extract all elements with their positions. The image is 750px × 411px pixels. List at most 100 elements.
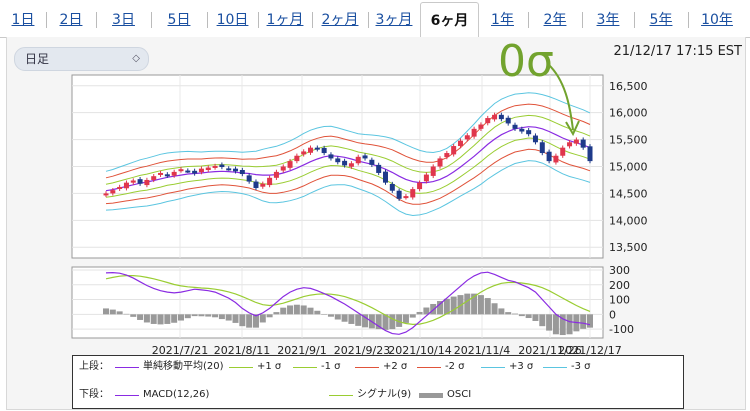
osci-bar	[362, 314, 369, 328]
candle-body	[389, 183, 395, 191]
tab-2[interactable]: 3日	[112, 12, 135, 28]
candle-body	[321, 147, 327, 154]
signal-line	[105, 275, 591, 326]
osci-bar	[123, 313, 130, 315]
band-3sigma-upper	[105, 92, 591, 172]
tab-separator	[582, 12, 583, 28]
osci-bar	[457, 295, 464, 315]
annotation-arrowhead	[565, 120, 580, 137]
osci-bar	[273, 312, 280, 315]
candle-body	[369, 159, 375, 165]
osci-bar	[314, 310, 321, 315]
candle-body	[348, 163, 354, 167]
tab-7[interactable]: 3ヶ月	[375, 12, 413, 28]
candle-body	[532, 135, 538, 143]
legend-item-label: OSCI	[447, 389, 472, 400]
legend-swatch	[481, 367, 505, 368]
legend-swatch	[419, 393, 443, 398]
period-select[interactable]: 日足 ◇	[14, 47, 149, 71]
osci-bar	[103, 308, 109, 315]
candle-body	[355, 156, 361, 164]
candle-body	[294, 155, 300, 162]
osci-bar	[587, 314, 593, 328]
tab-separator	[258, 12, 259, 28]
osci-bar	[287, 305, 294, 315]
candle-body	[437, 158, 443, 167]
band-2sigma-upper	[105, 103, 591, 179]
osci-bar	[157, 314, 164, 325]
osci-bar	[130, 314, 137, 317]
period-select-value: 日足	[25, 52, 50, 66]
legend-item-label: MACD(12,26)	[143, 389, 210, 400]
tab-11[interactable]: 3年	[596, 12, 620, 28]
tab-4[interactable]: 10日	[216, 12, 249, 28]
candle-body	[308, 147, 314, 153]
osci-bar	[321, 314, 328, 315]
legend-swatch	[229, 367, 253, 368]
candle-body	[430, 166, 436, 176]
osci-bar	[191, 314, 198, 317]
candle-body	[539, 142, 545, 154]
candle-body	[457, 140, 463, 147]
osci-bar	[184, 314, 191, 319]
tab-9[interactable]: 1年	[491, 12, 514, 28]
price-y-tick-label: 16,000	[609, 107, 648, 120]
osci-bar	[484, 298, 491, 315]
candle-body	[417, 182, 423, 190]
candle-body	[362, 155, 368, 159]
osci-bar	[218, 314, 225, 320]
legend-item-label: 単純移動平均(20)	[143, 361, 224, 372]
candle-body	[246, 175, 252, 182]
candle-body	[103, 193, 109, 196]
tab-6[interactable]: 2ヶ月	[321, 12, 359, 28]
osci-bar	[150, 314, 157, 324]
tab-12[interactable]: 5年	[649, 12, 673, 28]
osci-bar	[341, 314, 348, 322]
candle-body	[239, 169, 245, 175]
tab-0[interactable]: 1日	[11, 12, 35, 28]
osci-bar	[423, 307, 430, 315]
osci-bar	[477, 295, 484, 315]
candle-body	[178, 169, 184, 172]
tab-separator	[312, 12, 313, 28]
osci-bar	[580, 314, 587, 329]
candle-body	[287, 161, 293, 168]
macd-y-tick-label: 0	[609, 308, 616, 321]
legend-item-label: -2 σ	[445, 361, 465, 372]
tab-10[interactable]: 2年	[543, 12, 567, 28]
candle-body	[478, 124, 484, 129]
osci-bar	[205, 314, 212, 317]
osci-bar	[143, 314, 150, 323]
osci-bar	[266, 314, 273, 318]
candle-body	[526, 130, 532, 135]
band-3sigma-lower	[105, 160, 591, 217]
candle-body	[123, 182, 129, 189]
osci-bar	[443, 298, 450, 315]
legend-item-label: シグナル(9)	[357, 389, 412, 400]
timestamp: 21/12/17 17:15 EST	[613, 44, 742, 59]
candle-body	[498, 114, 504, 120]
candle-body	[314, 147, 320, 150]
osci-bar	[471, 293, 478, 315]
osci-bar	[396, 314, 403, 327]
candle-body	[137, 179, 143, 184]
candle-body	[492, 114, 498, 120]
osci-bar	[546, 314, 553, 331]
osci-bar	[375, 314, 382, 330]
x-tick-label: 2021/9/1	[277, 344, 326, 357]
candle-body	[110, 190, 116, 194]
candle-body	[253, 181, 259, 189]
macd-y-tick-label: -100	[609, 323, 634, 336]
tab-5[interactable]: 1ヶ月	[266, 12, 304, 28]
candle-body	[342, 160, 348, 166]
tab-3[interactable]: 5日	[167, 12, 191, 28]
tab-1[interactable]: 2日	[59, 12, 83, 28]
osci-bar	[171, 314, 178, 323]
candle-body	[519, 128, 525, 132]
x-tick-label: 2021/11/4	[454, 344, 510, 357]
tab-separator	[207, 12, 208, 28]
osci-bar	[532, 314, 539, 321]
tab-13[interactable]: 10年	[701, 12, 733, 28]
candle-body	[158, 172, 164, 175]
osci-bar	[437, 301, 444, 315]
